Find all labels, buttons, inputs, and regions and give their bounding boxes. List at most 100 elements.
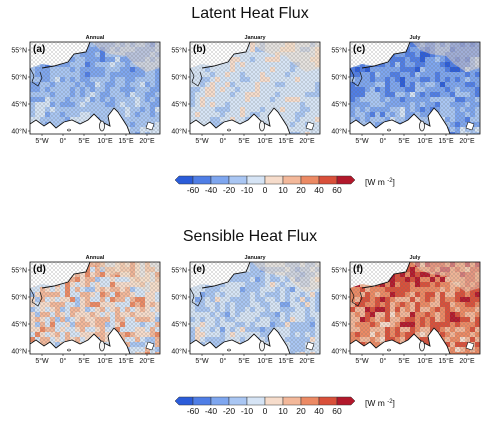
colorbar-swatch [318, 175, 338, 185]
colorbar-tick-label: -10 [241, 185, 254, 195]
panel-frame [29, 41, 161, 135]
greek-islands [305, 341, 315, 351]
lat-tick-label: 40°N [171, 128, 187, 136]
lat-tick-label: 50°N [171, 294, 187, 302]
colorbar-swatch [192, 175, 212, 185]
colorbar-unit: [W m -2] [365, 398, 395, 408]
greek-islands [465, 341, 475, 351]
panel-frame [189, 261, 321, 355]
lon-tick-label: 20°E [459, 357, 475, 365]
panel-frame [29, 261, 161, 355]
lon-tick-label: 5°W [35, 357, 49, 365]
southern-coastline [29, 327, 131, 355]
lon-tick-label: 15°E [278, 137, 294, 145]
northern-coastline [41, 261, 91, 289]
lon-tick-label: 0° [380, 137, 387, 145]
lat-tick-label: 40°N [331, 128, 347, 136]
panel-a: Annual (a) 55°N 50°N 45°N 40°N 5°W 0° 5°E 10°E 15… [11, 35, 161, 145]
panel-title: Annual [86, 255, 105, 261]
colorbar-swatch [264, 396, 284, 406]
lon-tick-label: 15°E [118, 137, 134, 145]
balearic-island [387, 348, 391, 352]
lon-tick-label: 10°E [97, 357, 113, 365]
southern-coastline [29, 107, 131, 135]
lon-tick-label: 5°W [355, 357, 369, 365]
colorbar-unit: [W m -2] [365, 177, 395, 187]
colorbar-tick-label: -40 [205, 185, 218, 195]
panel-title: January [244, 35, 266, 41]
panel-c: July (c) 55°N 50°N 45°N 40°N 5°W 0° 5°E 10°E 15°E… [331, 35, 481, 145]
colorbar-swatch [300, 396, 320, 406]
panel-row-latent: Annual (a) 55°N 50°N 45°N 40°N 5°W 0° 5°E 10°E 15… [11, 35, 481, 145]
panel-title: July [409, 255, 421, 261]
balearic-island [67, 128, 71, 132]
colorbar-tick-label: 10 [278, 185, 288, 195]
sardinia-island [419, 120, 425, 132]
balearic-island [227, 348, 231, 352]
lat-tick-label: 50°N [331, 294, 347, 302]
panel-frame [349, 41, 481, 135]
panel-b: January (b) 55°N 50°N 45°N 40°N 5°W 0° 5°E 10°E 1… [171, 35, 321, 145]
colorbar-tick-label: 60 [332, 185, 342, 195]
panel-row-sensible: Annual (d) 55°N 50°N 45°N 40°N 5°W 0° 5°E 10°E 15… [11, 255, 481, 365]
panel-f: July (f) 55°N 50°N 45°N 40°N 5°W 0° 5°E 10°E 15°E… [331, 255, 481, 365]
balearic-island [227, 128, 231, 132]
lon-tick-label: 20°E [459, 137, 475, 145]
colorbar-swatch [246, 175, 266, 185]
lat-tick-label: 55°N [331, 267, 347, 275]
colorbar-tick-label: 0 [263, 406, 268, 416]
lat-tick-label: 45°N [171, 101, 187, 109]
panel-label: (f) [353, 264, 363, 275]
colorbar-swatch [192, 396, 212, 406]
colorbar-tick-label: 0 [263, 185, 268, 195]
lat-tick-label: 50°N [11, 74, 27, 82]
lon-tick-label: 5°E [238, 357, 250, 365]
panel-e: January (e) 55°N 50°N 45°N 40°N 5°W 0° 5°E 10°E 1… [171, 255, 321, 365]
flux-field [190, 42, 320, 134]
lon-tick-label: 20°E [299, 357, 315, 365]
panel-frame [349, 261, 481, 355]
lon-tick-label: 15°E [278, 357, 294, 365]
colorbar-swatch [282, 396, 302, 406]
northern-coastline [361, 261, 411, 289]
flux-field [30, 42, 160, 134]
panel-frame [189, 41, 321, 135]
british-isles-coast [349, 67, 363, 87]
greek-islands [145, 341, 155, 351]
sardinia-island [419, 340, 425, 352]
colorbar-tick-label: -20 [223, 185, 236, 195]
lat-tick-label: 45°N [331, 101, 347, 109]
colorbar-swatch [264, 175, 284, 185]
sardinia-island [99, 120, 105, 132]
lat-tick-label: 45°N [11, 321, 27, 329]
sardinia-island [99, 340, 105, 352]
lon-tick-label: 0° [220, 357, 227, 365]
colorbar-swatch [336, 175, 356, 185]
section-title-sensible: Sensible Heat Flux [183, 228, 317, 245]
southern-coastline [349, 107, 451, 135]
lat-tick-label: 40°N [331, 348, 347, 356]
colorbar-tick-label: 60 [332, 406, 342, 416]
lat-tick-label: 55°N [171, 47, 187, 55]
panel-label: (a) [33, 44, 45, 55]
lon-tick-label: 5°W [35, 137, 49, 145]
british-isles-coast [29, 287, 43, 307]
lon-tick-label: 5°E [78, 137, 90, 145]
lon-tick-label: 10°E [97, 137, 113, 145]
sardinia-island [259, 340, 265, 352]
lat-tick-label: 55°N [171, 267, 187, 275]
lon-tick-label: 5°W [195, 137, 209, 145]
lon-tick-label: 0° [380, 357, 387, 365]
colorbar-swatch [246, 396, 266, 406]
lon-tick-label: 10°E [417, 137, 433, 145]
northern-coastline [361, 41, 411, 69]
panel-label: (c) [353, 44, 365, 55]
northern-coastline [41, 41, 91, 69]
lon-tick-label: 20°E [139, 357, 155, 365]
greek-islands [465, 121, 475, 131]
southern-coastline [189, 107, 291, 135]
colorbar-swatch [174, 396, 194, 406]
lon-tick-label: 5°W [195, 357, 209, 365]
colorbar-tick-label: -60 [187, 406, 200, 416]
lon-tick-label: 5°E [398, 357, 410, 365]
